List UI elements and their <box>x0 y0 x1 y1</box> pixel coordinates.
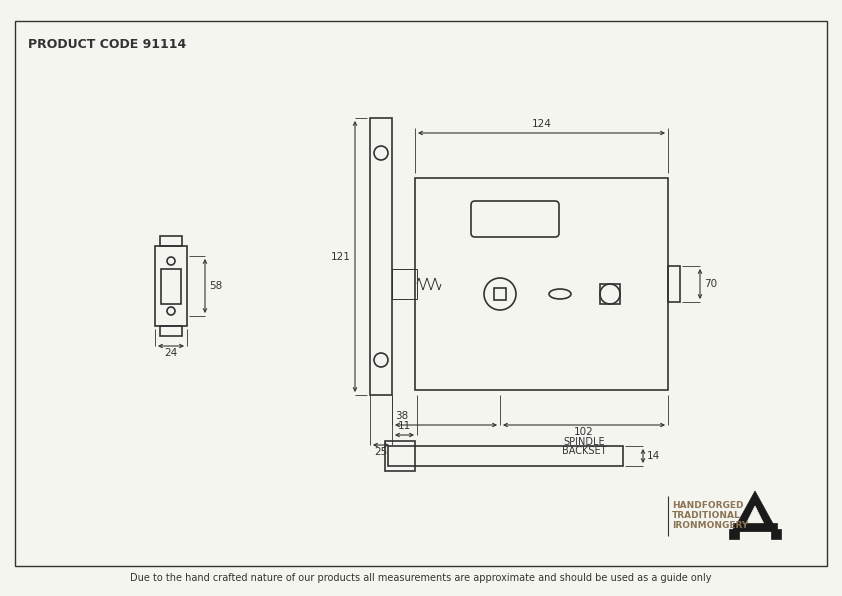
Polygon shape <box>745 506 765 526</box>
Text: PRODUCT CODE 91114: PRODUCT CODE 91114 <box>28 38 186 51</box>
Text: 24: 24 <box>164 348 178 358</box>
Text: BACKSET: BACKSET <box>562 446 606 456</box>
Bar <box>494 288 506 300</box>
Bar <box>160 236 182 246</box>
Text: Due to the hand crafted nature of our products all measurements are approximate : Due to the hand crafted nature of our pr… <box>131 573 711 583</box>
Text: 102: 102 <box>574 427 594 437</box>
Bar <box>392 269 417 299</box>
Text: SPINDLE: SPINDLE <box>563 437 605 447</box>
Text: IRONMONGERY: IRONMONGERY <box>672 522 749 530</box>
Bar <box>155 246 187 326</box>
Bar <box>415 178 668 390</box>
Text: TRADITIONAL: TRADITIONAL <box>672 511 741 520</box>
Text: 11: 11 <box>398 421 411 431</box>
Bar <box>370 118 392 395</box>
Bar <box>733 523 777 531</box>
Bar <box>385 441 415 471</box>
Text: 58: 58 <box>209 281 222 291</box>
Text: 70: 70 <box>704 279 717 289</box>
Text: 25: 25 <box>375 447 387 457</box>
Bar <box>729 529 739 539</box>
Text: 14: 14 <box>647 451 660 461</box>
Polygon shape <box>733 491 777 531</box>
Bar <box>600 284 620 304</box>
Bar <box>160 326 182 336</box>
Bar <box>771 529 781 539</box>
Text: HANDFORGED: HANDFORGED <box>672 501 743 511</box>
Text: 38: 38 <box>395 411 408 421</box>
Bar <box>388 446 623 466</box>
Text: 121: 121 <box>331 252 351 262</box>
Text: 124: 124 <box>531 119 552 129</box>
Bar <box>161 269 181 303</box>
Bar <box>668 266 680 302</box>
